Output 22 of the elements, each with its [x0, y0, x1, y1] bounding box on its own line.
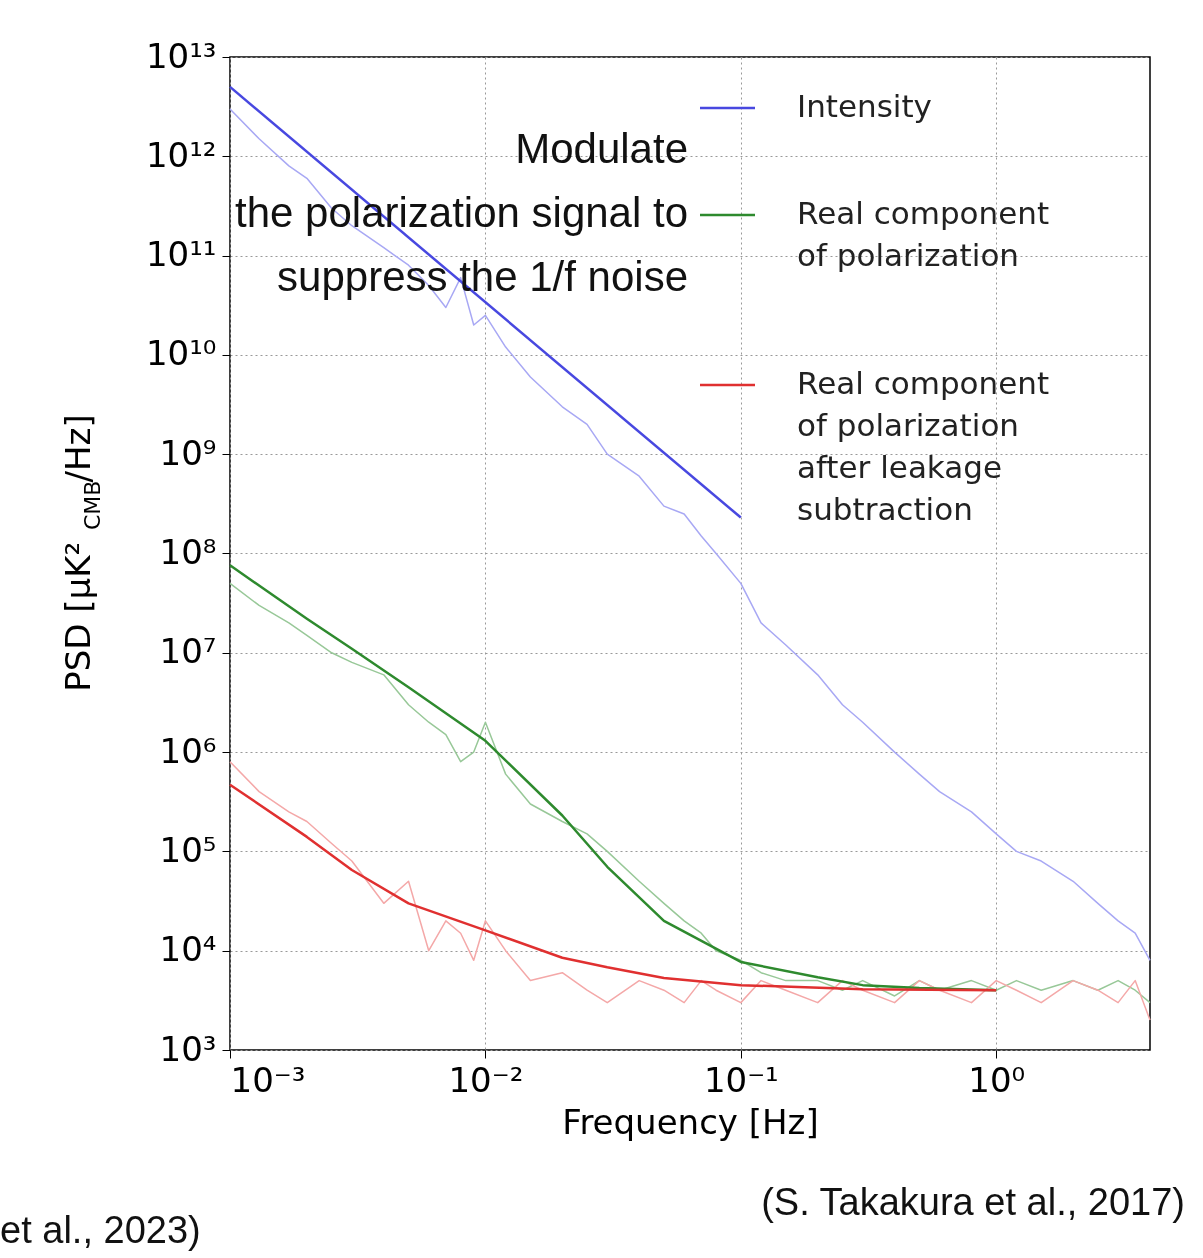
y-tick-label: 10¹² [145, 134, 217, 175]
x-tick-label: 10⁻³ [230, 1059, 306, 1100]
y-axis-title: PSD [μK²CMB/Hz] [58, 414, 105, 692]
x-tick-label: 10⁻² [448, 1059, 524, 1100]
y-tick-label: 10⁸ [159, 532, 217, 572]
y-tick-label: 10¹³ [145, 35, 217, 76]
text: (S. Takakura et al., 2017) [761, 1181, 1185, 1223]
text: et al., 2023) [0, 1209, 201, 1251]
x-axis-title: Frequency [Hz] [562, 1101, 819, 1142]
x-tick-label: 10⁰ [968, 1059, 1026, 1100]
y-tick-label: 10⁷ [159, 631, 217, 672]
y-tick-label: 10⁹ [159, 432, 217, 473]
y-tick-label: 10¹⁰ [145, 333, 217, 374]
y-tick-label: 10⁴ [159, 929, 217, 970]
y-tick-label: 10⁶ [159, 730, 217, 771]
legend-label: Real component of polarization [797, 195, 1050, 273]
y-tick-label: 10³ [159, 1028, 217, 1069]
y-tick-label: 10¹¹ [145, 234, 217, 275]
legend-label: Intensity [797, 88, 932, 124]
x-tick-label: 10⁻¹ [703, 1059, 779, 1100]
y-tick-label: 10⁵ [159, 829, 217, 870]
legend-label: Real component of polarization after leakage subtraction [797, 365, 1050, 527]
